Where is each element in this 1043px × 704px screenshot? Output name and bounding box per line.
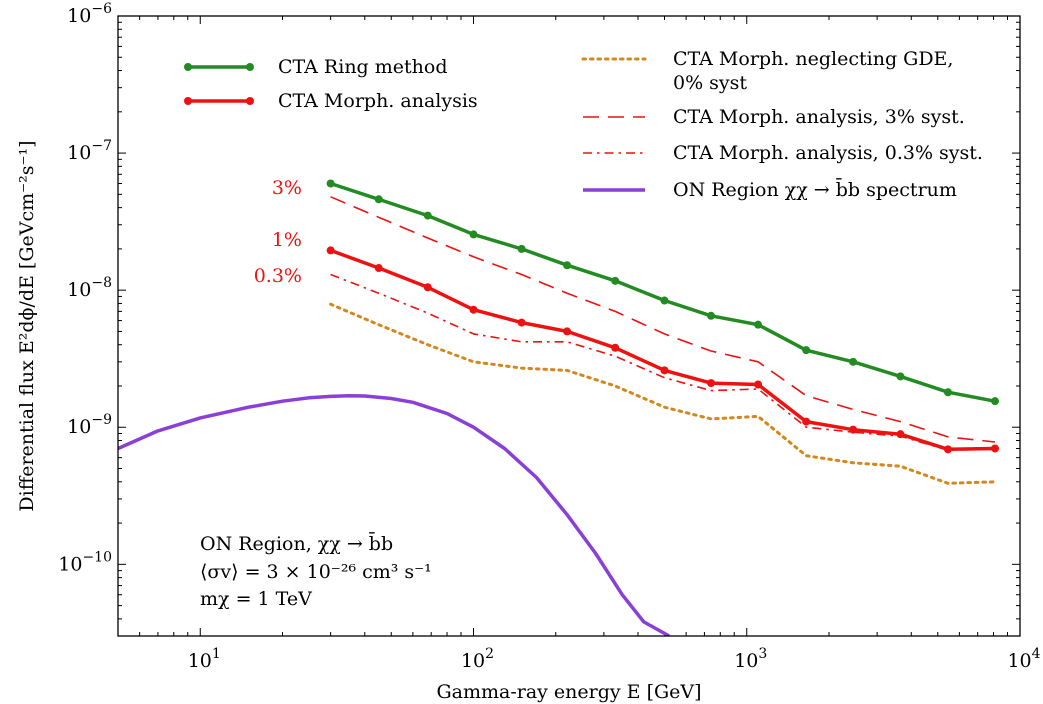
plot-frame	[117, 15, 1021, 637]
data-point-morph-analysis	[517, 318, 526, 327]
series-line-on-region-spectrum	[118, 393, 671, 636]
data-point-ring-method	[326, 179, 335, 188]
legend-label: CTA Morph. analysis	[278, 90, 478, 112]
syst-label-0p3pct: 0.3%	[254, 265, 302, 287]
data-point-ring-method	[517, 244, 526, 253]
data-point-morph-analysis	[660, 366, 669, 375]
data-point-ring-method	[374, 195, 383, 204]
legend-marker	[246, 97, 254, 105]
tick-labels: 101 102 103 104 10−10 10−9 10−8 10−7 10−6	[58, 1, 1040, 672]
y-tick-label: 10−7	[67, 138, 112, 164]
data-point-morph-analysis	[374, 264, 383, 273]
legend-marker	[246, 63, 254, 71]
data-point-ring-method	[896, 372, 905, 381]
data-point-ring-method	[754, 320, 763, 329]
annotation-line-2: ⟨σv⟩ = 3 × 10⁻²⁶ cm³ s⁻¹	[200, 561, 432, 583]
data-point-ring-method	[660, 296, 669, 305]
data-point-ring-method	[611, 276, 620, 285]
ticks	[117, 15, 1021, 637]
x-tick-label: 103	[734, 646, 767, 672]
annotation-box: ON Region, χχ → b̄b ⟨σv⟩ = 3 × 10⁻²⁶ cm³…	[200, 531, 432, 610]
legend-label: CTA Morph. neglecting GDE,	[673, 48, 953, 70]
data-point-morph-analysis	[943, 445, 952, 454]
data-point-morph-analysis	[802, 417, 811, 426]
y-tick-label: 10−9	[67, 412, 112, 438]
legend-label: CTA Morph. analysis, 3% syst.	[673, 106, 965, 128]
series-line-morph-3pct	[330, 196, 996, 443]
syst-label-3pct: 3%	[272, 177, 302, 199]
series	[118, 179, 999, 636]
data-point-morph-analysis	[849, 425, 858, 434]
data-point-ring-method	[423, 211, 432, 220]
legend-label: ON Region χχ → b̄b spectrum	[673, 177, 957, 201]
legend-label: CTA Ring method	[278, 56, 448, 78]
legend-label: CTA Morph. analysis, 0.3% syst.	[673, 142, 983, 164]
data-point-ring-method	[943, 388, 952, 397]
data-point-ring-method	[563, 261, 572, 270]
annotation-line-1: ON Region, χχ → b̄b	[200, 531, 393, 555]
data-point-ring-method	[469, 230, 478, 239]
y-tick-label: 10−6	[67, 1, 112, 27]
legend-label: 0% syst	[673, 72, 747, 94]
annotation-line-3: mχ = 1 TeV	[200, 588, 312, 610]
x-axis-title: Gamma-ray energy E [GeV]	[436, 681, 701, 703]
y-axis-title: Differential flux E²dϕ/dE [GeVcm⁻²s⁻¹]	[16, 140, 38, 511]
series-line-morph-no-gde	[329, 302, 997, 485]
data-point-morph-analysis	[896, 430, 905, 439]
series-line-morph-0p3pct	[330, 273, 996, 452]
data-point-ring-method	[707, 311, 716, 320]
data-point-morph-analysis	[326, 246, 335, 255]
data-point-morph-analysis	[611, 343, 620, 352]
data-point-ring-method	[990, 397, 999, 406]
x-tick-label: 102	[461, 646, 494, 672]
y-tick-label: 10−10	[58, 549, 112, 575]
data-point-ring-method	[802, 346, 811, 355]
data-point-morph-analysis	[990, 444, 999, 453]
data-point-morph-analysis	[423, 283, 432, 292]
data-point-morph-analysis	[563, 327, 572, 336]
syst-label-1pct: 1%	[272, 229, 302, 251]
legend: CTA Ring method CTA Morph. analysis CTA Mo…	[184, 48, 983, 201]
data-point-morph-analysis	[707, 379, 716, 388]
data-point-morph-analysis	[754, 380, 763, 389]
legend-marker	[184, 63, 192, 71]
data-point-ring-method	[849, 357, 858, 366]
legend-marker	[184, 97, 192, 105]
x-tick-label: 104	[1007, 646, 1040, 672]
data-point-morph-analysis	[469, 305, 478, 314]
y-tick-label: 10−8	[67, 275, 112, 301]
x-tick-label: 101	[188, 646, 221, 672]
